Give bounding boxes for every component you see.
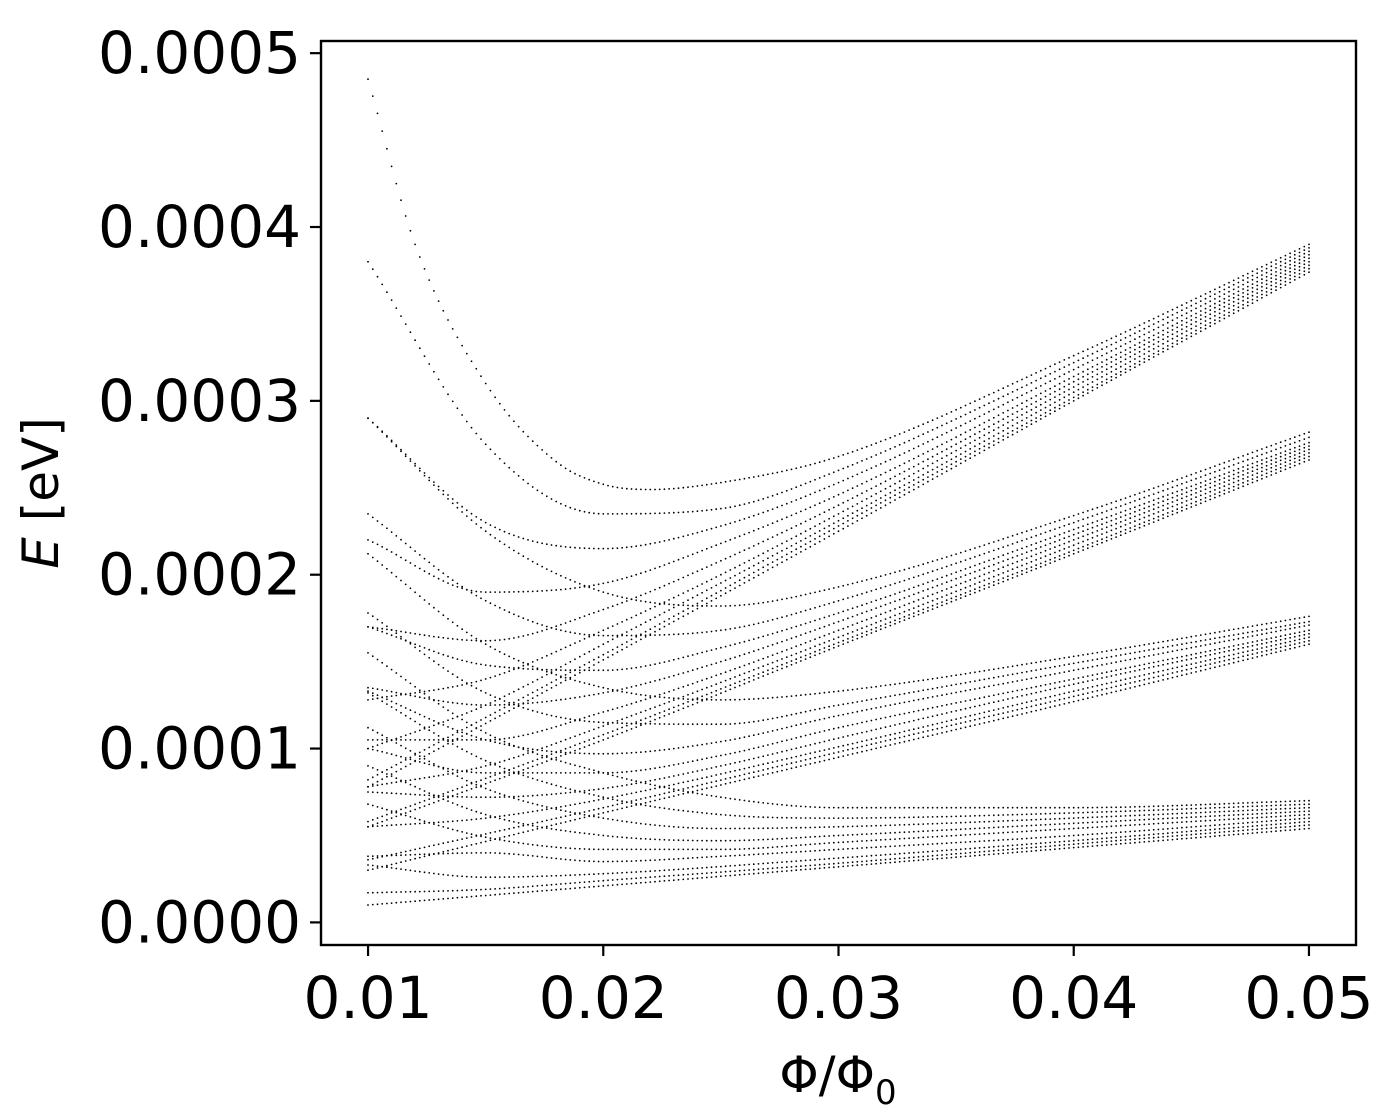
x-tick-label: 0.03 [774,964,903,1032]
series-28 [367,264,1310,750]
series-18-points [367,459,1310,828]
series-10 [367,643,1310,872]
series-24-points [367,436,1310,637]
series-23-points [367,441,1310,672]
series-27-points [367,267,1310,781]
series-23 [367,441,1310,672]
series-5-points [367,803,1310,851]
series-1 [367,827,1310,906]
series-18 [367,459,1310,828]
series-26-points [367,271,1310,788]
series-33-points [367,247,1310,515]
series-19 [367,455,1310,823]
series-19-points [367,455,1310,823]
series-3-points [367,820,1310,879]
series-10-points [367,643,1310,872]
series-3 [367,820,1310,879]
series-1-points [367,827,1310,906]
series-4 [367,817,1310,863]
series-33 [367,247,1310,515]
y-axis-label-unit: [eV] [12,417,70,537]
series-21-points [367,448,1310,741]
series-22 [367,445,1310,706]
series-2-points [367,824,1310,894]
series-26 [367,271,1310,788]
series-13-points [367,632,1310,799]
series-22-points [367,445,1310,706]
x-axis-label-subscript: 0 [875,1073,897,1113]
series-21 [367,448,1310,741]
x-axis-label-main: Φ/Φ [779,1046,875,1104]
x-axis-label: Φ/Φ0 [779,1046,896,1113]
y-tick-label: 0.0005 [98,19,301,87]
series-5 [367,803,1310,851]
series-15-points [367,624,1310,755]
series-4-points [367,817,1310,863]
y-axis-label-symbol: E [12,537,70,569]
series-8-points [367,692,1310,819]
series-32-points [367,250,1310,550]
y-tick-label: 0.0001 [98,715,301,783]
plot-frame [319,39,1358,947]
series-28-points [367,264,1310,750]
series-32 [367,250,1310,550]
y-tick-label: 0.0003 [98,367,301,435]
series-30 [367,257,1310,642]
x-tick-label: 0.05 [1244,964,1373,1032]
series-17-points [367,552,1310,701]
series-31 [367,253,1310,593]
y-axis-label: E [eV] [12,417,70,568]
series-15 [367,624,1310,755]
series-17 [367,552,1310,701]
series-2 [367,824,1310,894]
series-29 [367,260,1310,701]
series-31-points [367,253,1310,593]
series-11-points [367,639,1310,861]
series-24 [367,436,1310,637]
series-6 [367,765,1310,842]
axes-layer: 0.01 0.02 0.03 0.04 0.05 0.0000 0.0001 0.0002 0.… [98,19,1373,1032]
series-12 [367,636,1310,828]
series-layer [367,78,1310,906]
series-8 [367,692,1310,819]
series-9 [367,652,1310,809]
series-34-points [367,78,1310,491]
series-34 [367,78,1310,491]
x-tick-label: 0.02 [539,964,668,1032]
y-tick-label: 0.0002 [98,541,301,609]
series-6-points [367,765,1310,842]
x-tick-label: 0.04 [1009,964,1138,1032]
series-12-points [367,636,1310,828]
series-29-points [367,260,1310,701]
series-27 [367,267,1310,781]
x-tick-label: 0.01 [303,964,432,1032]
series-9-points [367,652,1310,809]
series-13 [367,632,1310,799]
y-tick-label: 0.0000 [98,888,301,956]
series-11 [367,639,1310,861]
series-30-points [367,257,1310,642]
y-tick-label: 0.0004 [98,193,301,261]
